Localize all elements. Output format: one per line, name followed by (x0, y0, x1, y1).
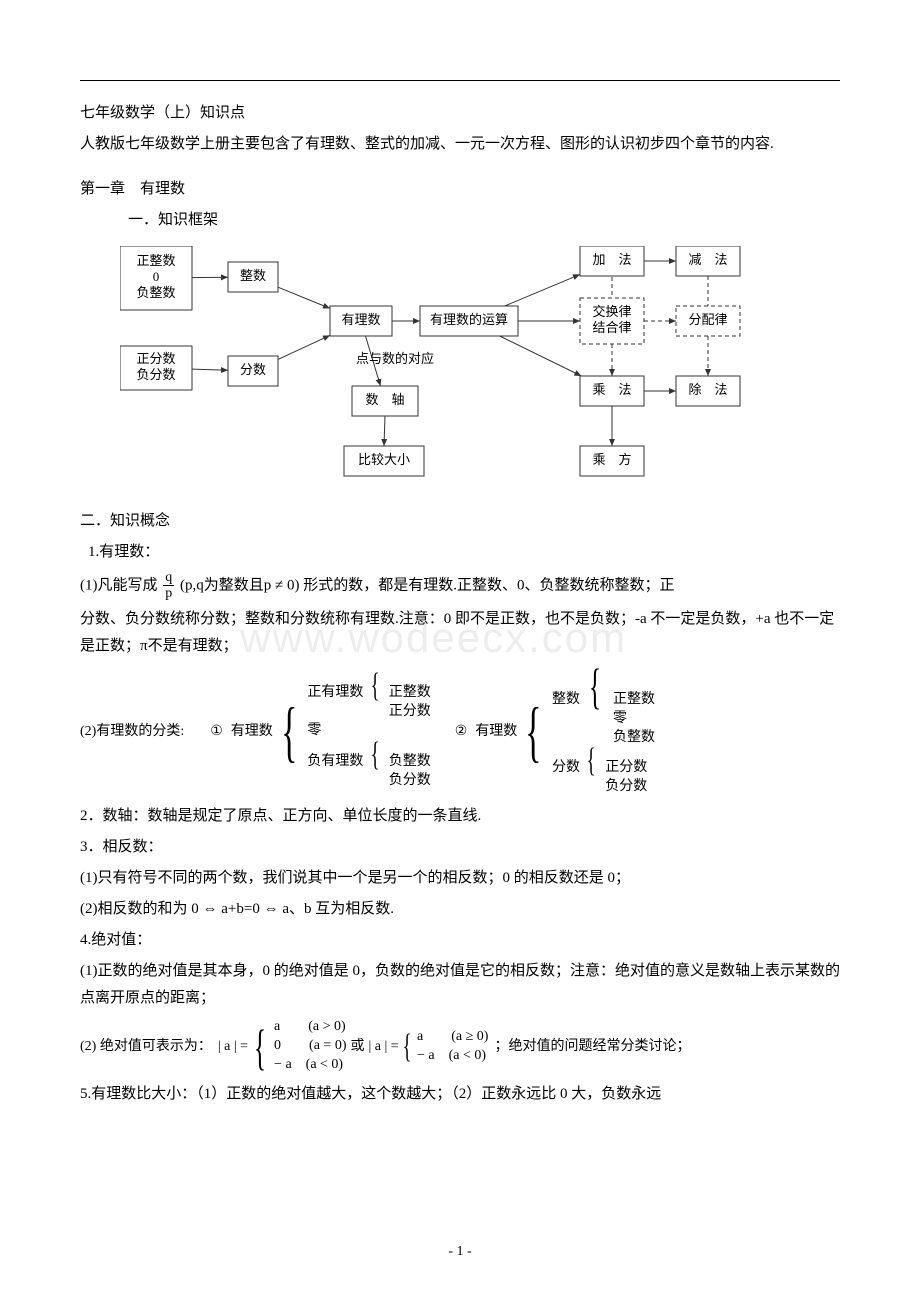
intro: 人教版七年级数学上册主要包含了有理数、整式的加减、一元一次方程、图形的认识初步四… (80, 131, 840, 158)
cls-nf2: 负分数 (605, 778, 647, 797)
brace-icon: { (281, 703, 297, 761)
cls-pi2: 正整数 (613, 691, 655, 710)
doc-title: 七年级数学（上）知识点 (80, 100, 840, 127)
abs-l1: | a | = (218, 1034, 248, 1059)
s4-1: (1)正数的绝对值是其本身，0 的绝对值是 0，负数的绝对值是它的相反数；注意：… (80, 958, 840, 1012)
abs-r1: a (a > 0) (274, 1018, 346, 1037)
abs-r3: − a (a < 0) (274, 1056, 346, 1075)
cls-ni: 负整数 (389, 753, 431, 772)
abs-row: (2) 绝对值可表示为： | a | = { a (a > 0) 0 (a = … (80, 1018, 840, 1075)
svg-text:乘 法: 乘 法 (592, 382, 631, 397)
brace-icon: { (589, 666, 601, 706)
svg-text:加 法: 加 法 (592, 252, 631, 267)
s1-2-label: (2)有理数的分类: (80, 719, 184, 744)
knowledge-diagram: 正整数0负整数 整数正分数负分数 分数 有理数 有理数的运算点与数的对应数 轴比较大小 加… (120, 246, 840, 496)
svg-text:分配律: 分配律 (688, 312, 727, 327)
svg-text:有理数的运算: 有理数的运算 (430, 312, 508, 327)
header-rule (80, 80, 840, 81)
cls-pf2: 正分数 (605, 759, 647, 778)
s3-1: (1)只有符号不同的两个数，我们说其中一个是另一个的相反数；0 的相反数还是 0… (80, 865, 840, 892)
cls-pf: 正分数 (389, 703, 431, 722)
section-2: 二．知识概念 (80, 508, 840, 535)
cls-root-2: 有理数 (475, 719, 517, 744)
s3-2: (2)相反数的和为 0 ⇔ a+b=0 ⇔ a、b 互为相反数. (80, 896, 840, 923)
svg-text:乘 方: 乘 方 (592, 452, 631, 467)
s1-1b: (p,q为整数且p ≠ 0) 形式的数，都是有理数.正整数、0、负整数统称整数；… (180, 577, 674, 593)
cls-frac: 分数 (552, 760, 580, 775)
chapter-heading: 第一章 有理数 (80, 176, 840, 203)
s4: 4.绝对值： (80, 927, 840, 954)
brace-icon: { (371, 672, 380, 699)
brace-group-1: { 正有理数 { 正整数 正分数 零 负有理数 { 负整数 负分数 (273, 672, 431, 790)
brace-icon: { (587, 747, 596, 774)
cls-pi: 正整数 (389, 684, 431, 703)
cls-int: 整数 (552, 692, 580, 707)
cls-zero: 零 (307, 722, 430, 741)
s3: 3．相反数： (80, 834, 840, 861)
s1-1: (1)凡能写成 q p (p,q为整数且p ≠ 0) 形式的数，都是有理数.正整… (80, 570, 840, 602)
mark-2: ② (455, 719, 468, 744)
svg-text:交换律: 交换律 (592, 304, 631, 319)
svg-text:减 法: 减 法 (688, 252, 727, 267)
brace-icon: { (402, 1033, 411, 1060)
s4-2a: (2) 绝对值可表示为： (80, 1034, 212, 1059)
frac-num: q (163, 570, 174, 586)
svg-text:整数: 整数 (240, 268, 266, 283)
svg-text:比较大小: 比较大小 (358, 452, 410, 467)
s5: 5.有理数比大小：（1）正数的绝对值越大，这个数越大；（2）正数永远比 0 大，… (80, 1081, 840, 1108)
s2: 2．数轴：数轴是规定了原点、正方向、单位长度的一条直线. (80, 803, 840, 830)
abs-or: 或 (350, 1034, 364, 1059)
brace-icon: { (525, 703, 541, 761)
s1-1a: (1)凡能写成 (80, 577, 158, 593)
abs-r4: a (a ≥ 0) (417, 1028, 488, 1047)
section-1: 一．知识框架 (80, 207, 840, 234)
svg-text:分数: 分数 (240, 362, 266, 377)
frac-den: p (163, 586, 174, 601)
svg-text:0: 0 (153, 269, 160, 284)
brace-group-2: { 整数 { 正整数 零 负整数 分数 { 正分数 负分数 (517, 666, 655, 797)
svg-text:负整数: 负整数 (136, 285, 175, 300)
brace-icon: { (254, 1027, 266, 1067)
s1-1c: 分数、负分数统称分数；整数和分数统称有理数.注意：0 即不是正数，也不是负数；-… (80, 606, 840, 660)
abs-l2: | a | = (368, 1034, 398, 1059)
cls-zero2: 零 (613, 710, 655, 729)
abs-r5: − a (a < 0) (417, 1047, 488, 1066)
cls-nf: 负分数 (389, 772, 431, 791)
svg-text:数 轴: 数 轴 (365, 392, 404, 407)
svg-text:负分数: 负分数 (136, 367, 175, 382)
brace-icon: { (371, 741, 380, 768)
s4-2b: ；绝对值的问题经常分类讨论； (494, 1034, 690, 1059)
fraction-qp: q p (163, 570, 174, 602)
svg-text:正整数: 正整数 (136, 253, 175, 268)
classification-row: (2)有理数的分类: ① 有理数 { 正有理数 { 正整数 正分数 零 负有理数… (80, 666, 840, 797)
svg-text:除 法: 除 法 (688, 382, 727, 397)
cls-neg: 负有理数 (307, 754, 363, 769)
abs-r2: 0 (a = 0) (274, 1037, 346, 1056)
s1-title: 1.有理数： (80, 539, 840, 566)
diagram-svg: 正整数0负整数 整数正分数负分数 分数 有理数 有理数的运算点与数的对应数 轴比较大小 加… (120, 246, 760, 486)
mark-1: ① (210, 719, 223, 744)
svg-text:结合律: 结合律 (592, 320, 631, 335)
cls-pos: 正有理数 (307, 685, 363, 700)
abs-brace-1: { a (a > 0) 0 (a = 0) − a (a < 0) (248, 1018, 346, 1075)
cls-root-1: 有理数 (231, 719, 273, 744)
cls-ni2: 负整数 (613, 729, 655, 748)
svg-text:点与数的对应: 点与数的对应 (356, 351, 434, 366)
svg-text:有理数: 有理数 (341, 312, 380, 327)
abs-brace-2: { a (a ≥ 0) − a (a < 0) (399, 1028, 489, 1066)
svg-text:正分数: 正分数 (136, 351, 175, 366)
page-number: - 1 - (0, 1239, 920, 1264)
